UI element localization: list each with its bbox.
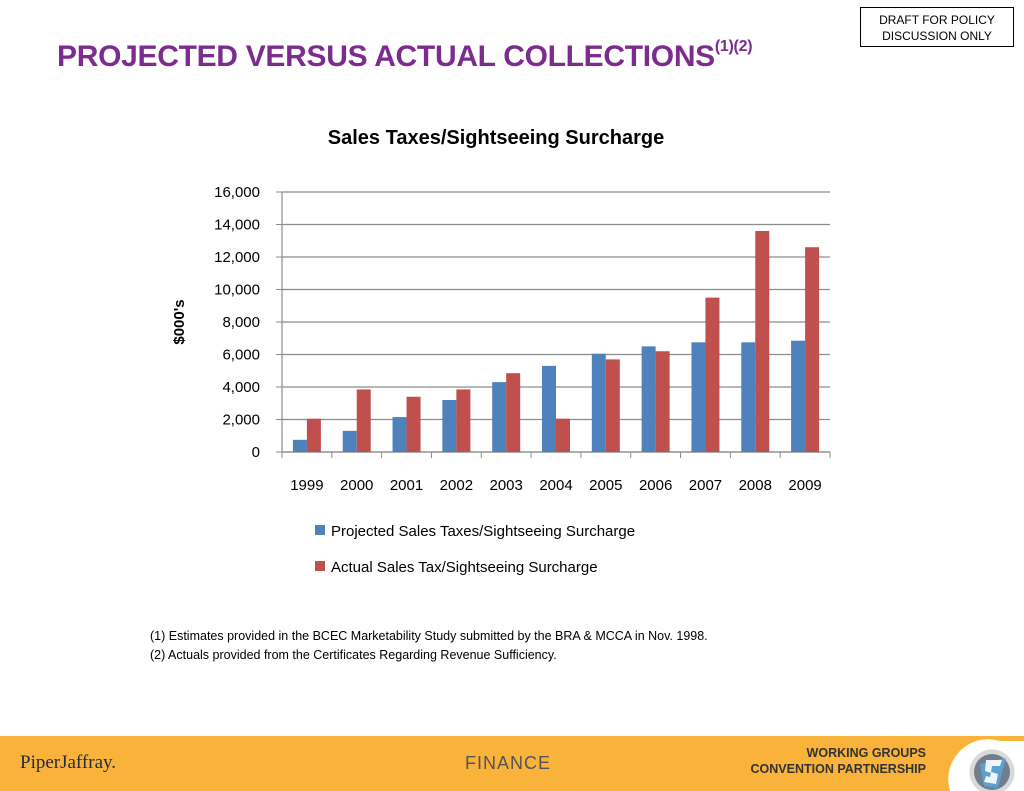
footer-working-groups-line2: CONVENTION PARTNERSHIP bbox=[750, 762, 926, 776]
footnote-1: (1) Estimates provided in the BCEC Marke… bbox=[150, 629, 708, 643]
slide-title: PROJECTED VERSUS ACTUAL COLLECTIONS(1)(2… bbox=[57, 38, 753, 74]
bar-projected bbox=[342, 430, 357, 452]
y-tick-label: 0 bbox=[252, 444, 260, 461]
x-tick-label: 2002 bbox=[440, 477, 473, 494]
bar-actual bbox=[456, 389, 471, 452]
bar-projected bbox=[641, 346, 656, 452]
footer-working-groups-line1: WORKING GROUPS bbox=[806, 746, 926, 760]
x-tick-label: 2009 bbox=[788, 477, 821, 494]
x-tick-label: 2003 bbox=[489, 477, 522, 494]
piper-jaffray-logo: PiperJaffray. bbox=[20, 752, 117, 773]
y-tick-label: 4,000 bbox=[222, 379, 260, 396]
bar-projected bbox=[741, 342, 756, 452]
bar-actual bbox=[705, 297, 720, 452]
x-tick-label: 2008 bbox=[739, 477, 772, 494]
footnotes: (1) Estimates provided in the BCEC Marke… bbox=[150, 627, 708, 665]
bar-actual bbox=[755, 231, 770, 452]
bar-projected bbox=[292, 439, 307, 452]
x-tick-label: 2001 bbox=[390, 477, 423, 494]
footnote-2: (2) Actuals provided from the Certificat… bbox=[150, 648, 557, 662]
bar-actual bbox=[306, 418, 321, 452]
y-tick-label: 12,000 bbox=[214, 249, 260, 266]
bar-chart: Sales Taxes/Sightseeing Surcharge 0 2,000 4… bbox=[171, 127, 831, 576]
bar-actual bbox=[506, 373, 521, 452]
y-tick-label: 10,000 bbox=[214, 282, 260, 299]
bar-actual bbox=[805, 247, 820, 452]
footer-working-groups: WORKING GROUPS CONVENTION PARTNERSHIP bbox=[751, 745, 926, 777]
x-tick-label: 1999 bbox=[290, 477, 323, 494]
y-tick-label: 8,000 bbox=[222, 314, 260, 331]
bar-projected bbox=[542, 365, 556, 452]
x-tick-label: 2006 bbox=[639, 477, 672, 494]
convention-badge-icon bbox=[948, 739, 1024, 791]
draft-label-line1: DRAFT FOR POLICY bbox=[879, 13, 995, 27]
slide-title-footnote-ref: (1)(2) bbox=[714, 38, 753, 55]
legend-swatch bbox=[315, 561, 325, 571]
footer-section-label: FINANCE bbox=[465, 753, 552, 773]
legend-label: Actual Sales Tax/Sightseeing Surcharge bbox=[331, 559, 598, 576]
bar-actual bbox=[356, 389, 371, 452]
bar-actual bbox=[605, 359, 620, 452]
y-tick-label: 14,000 bbox=[214, 217, 260, 234]
bar-projected bbox=[691, 342, 706, 452]
y-axis-title: $000's bbox=[171, 299, 188, 344]
x-tick-label: 2005 bbox=[589, 477, 622, 494]
slide-title-text: PROJECTED VERSUS ACTUAL COLLECTIONS bbox=[57, 40, 715, 73]
x-tick-label: 2007 bbox=[689, 477, 722, 494]
legend-swatch bbox=[315, 525, 325, 535]
y-tick-label: 2,000 bbox=[222, 412, 260, 429]
bar-projected bbox=[492, 382, 507, 452]
y-tick-label: 6,000 bbox=[222, 347, 260, 364]
bar-projected bbox=[591, 353, 606, 452]
bar-projected bbox=[392, 417, 407, 452]
bar-projected bbox=[442, 400, 457, 452]
y-tick-label: 16,000 bbox=[214, 184, 260, 201]
bar-actual bbox=[556, 418, 570, 452]
bar-actual bbox=[406, 396, 421, 452]
x-tick-label: 2004 bbox=[539, 477, 572, 494]
chart-title: Sales Taxes/Sightseeing Surcharge bbox=[328, 127, 664, 149]
draft-label: DRAFT FOR POLICY DISCUSSION ONLY bbox=[860, 7, 1014, 47]
legend-label: Projected Sales Taxes/Sightseeing Surcha… bbox=[331, 523, 635, 540]
draft-label-line2: DISCUSSION ONLY bbox=[882, 29, 992, 43]
footer-bar: PiperJaffray. FINANCE WORKING GROUPS CON… bbox=[0, 736, 1024, 791]
x-tick-label: 2000 bbox=[340, 477, 373, 494]
bar-actual bbox=[655, 351, 670, 452]
bar-projected bbox=[791, 340, 806, 452]
